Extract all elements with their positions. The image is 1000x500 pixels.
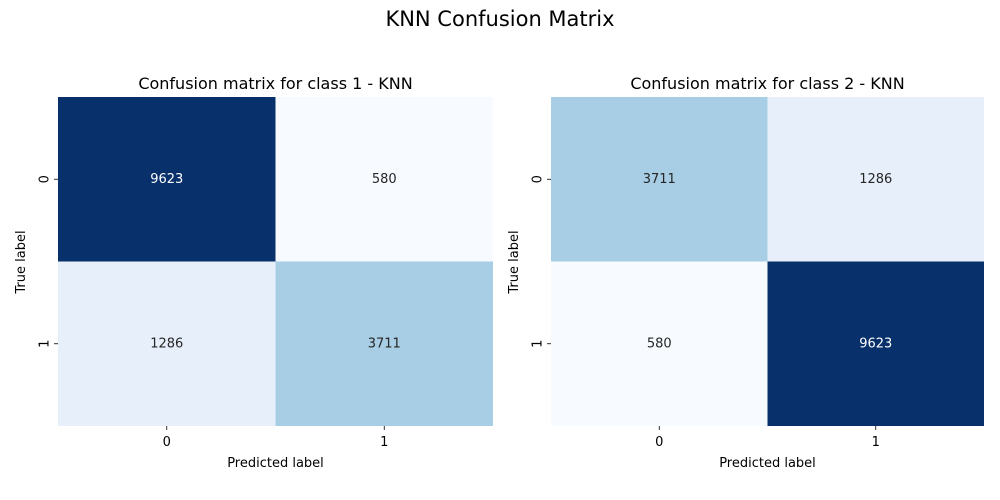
- heatmap-class-1: Confusion matrix for class 1 - KNN 9623 5…: [14, 74, 493, 471]
- heatmap-class-2: Confusion matrix for class 2 - KNN 3711 1…: [507, 74, 984, 471]
- heatmap-class-2-ytick-label-1: 1: [531, 340, 546, 348]
- heatmap-class-2-ytick-label-0: 0: [531, 175, 546, 183]
- figure-title: KNN Confusion Matrix: [385, 7, 614, 31]
- heatmap-class-2-xlabel: Predicted label: [719, 456, 816, 471]
- heatmap-class-2-cell-0-0: [551, 97, 768, 262]
- heatmap-class-1-cell-0-1: [275, 97, 493, 262]
- heatmap-class-1-cell-value-0-0: 9623: [150, 172, 183, 187]
- heatmap-class-2-xtick-label-0: 0: [655, 435, 663, 450]
- heatmap-class-2-cell-value-1-0: 580: [647, 336, 672, 351]
- heatmap-class-2-ticks: 0 1 0 1: [531, 175, 880, 450]
- heatmap-class-2-cell-1-0: [551, 261, 768, 426]
- heatmap-class-2-cells: 3711 1286 580 9623: [551, 97, 984, 426]
- heatmap-class-2-ylabel: True label: [507, 230, 522, 294]
- heatmap-class-1-cell-1-1: [275, 261, 493, 426]
- heatmap-class-1-cell-value-1-1: 3711: [368, 336, 401, 351]
- heatmap-class-2-cell-value-0-0: 3711: [643, 172, 676, 187]
- heatmap-class-2-cell-1-1: [767, 261, 984, 426]
- heatmap-class-1-ticks: 0 1 0 1: [38, 175, 389, 450]
- heatmap-class-2-xtick-label-1: 1: [872, 435, 880, 450]
- heatmap-class-1-cell-1-0: [58, 261, 276, 426]
- heatmap-class-1-cell-value-0-1: 580: [372, 172, 397, 187]
- heatmap-class-1-xlabel: Predicted label: [227, 456, 324, 471]
- heatmap-class-1-ytick-label-1: 1: [38, 340, 53, 348]
- heatmap-class-2-cell-0-1: [767, 97, 984, 262]
- heatmap-class-2-title: Confusion matrix for class 2 - KNN: [630, 74, 904, 93]
- heatmap-class-1-xtick-label-1: 1: [380, 435, 388, 450]
- heatmap-class-1-xtick-label-0: 0: [163, 435, 171, 450]
- heatmap-class-1-title: Confusion matrix for class 1 - KNN: [138, 74, 412, 93]
- heatmap-class-1-ytick-label-0: 0: [38, 175, 53, 183]
- heatmap-class-1-cells: 9623 580 1286 3711: [58, 97, 493, 426]
- heatmap-class-2-cell-value-0-1: 1286: [859, 172, 892, 187]
- heatmap-class-2-cell-value-1-1: 9623: [859, 336, 892, 351]
- heatmap-class-1-cell-value-1-0: 1286: [150, 336, 183, 351]
- heatmap-class-1-ylabel: True label: [14, 230, 29, 294]
- heatmap-class-1-cell-0-0: [58, 97, 276, 262]
